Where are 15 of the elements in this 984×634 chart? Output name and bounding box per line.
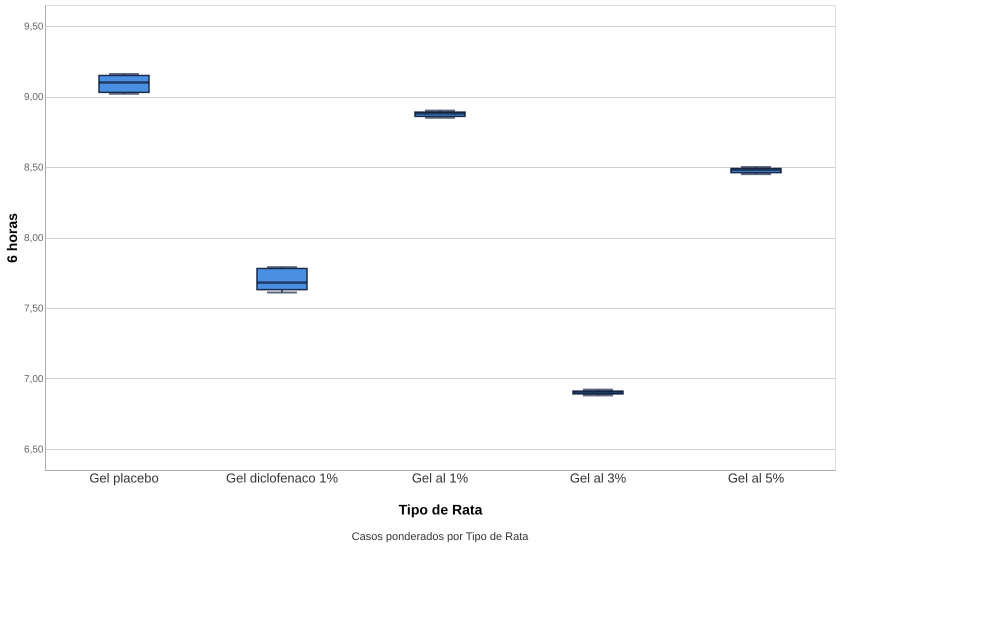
x-tick-label: Gel diclofenaco 1% (226, 470, 338, 486)
y-tick-label: 9,50 (24, 22, 44, 33)
x-tick-label: Gel placebo (89, 470, 159, 486)
y-axis-title: 6 horas (4, 212, 20, 263)
y-tick-label: 7,00 (24, 374, 44, 385)
y-tick-label: 8,00 (24, 233, 44, 244)
text: Casos ponderados por Tipo de Rata (352, 531, 530, 543)
x-tick-label: Gel al 5% (728, 470, 785, 486)
x-axis-title: Tipo de Rata (398, 502, 483, 518)
y-tick-label: 9,00 (24, 92, 44, 104)
y-tick-label: 7,50 (24, 303, 44, 314)
y-tick-label: 6,50 (24, 444, 44, 456)
x-tick-label: Gel al 1% (412, 470, 469, 486)
y-tick-label: 8,50 (24, 162, 44, 174)
x-tick-label: Gel al 3% (570, 470, 627, 486)
